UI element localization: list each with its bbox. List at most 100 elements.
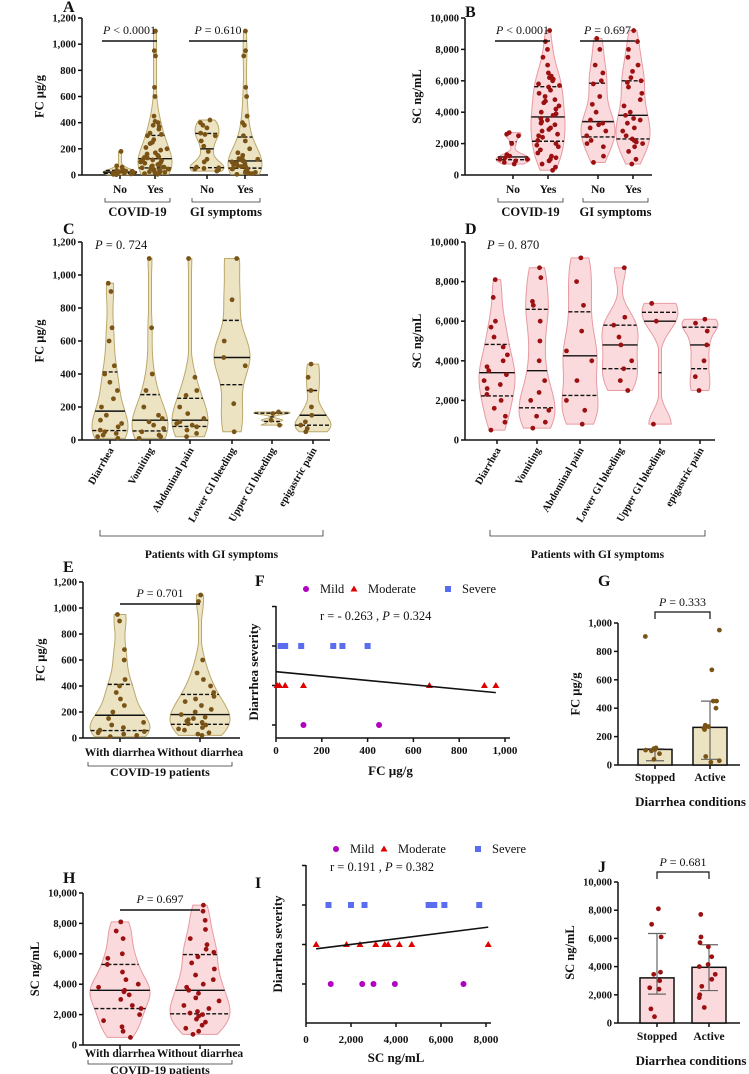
data-point: [631, 28, 637, 33]
data-point: [149, 371, 155, 377]
data-point: [596, 122, 602, 128]
data-point-severe: [325, 902, 332, 908]
data-point: [114, 163, 120, 169]
legend-label: Moderate: [368, 582, 416, 596]
data-point: [656, 906, 661, 912]
data-point: [212, 133, 218, 139]
violin-shape: [561, 257, 599, 425]
data-point: [164, 146, 170, 152]
data-point: [537, 318, 543, 324]
data-point: [134, 733, 140, 738]
data-point: [115, 612, 120, 617]
data-point: [165, 166, 171, 172]
data-point: [504, 352, 510, 358]
data-point: [128, 1035, 133, 1040]
data-point: [713, 705, 719, 711]
group-label: COVID-19: [501, 205, 559, 219]
group-label: COVID-19: [108, 205, 166, 219]
data-point: [103, 412, 109, 418]
data-point: [535, 138, 541, 143]
data-point: [118, 997, 124, 1002]
data-point: [696, 995, 702, 1001]
x-tick-label: Vomiting: [127, 445, 157, 487]
data-point: [622, 314, 628, 320]
x-tick-label: Abdominal pain: [151, 446, 197, 515]
data-point: [189, 960, 195, 966]
data-point: [492, 277, 498, 283]
data-point: [579, 421, 585, 427]
y-tick-label: 4,000: [435, 356, 459, 367]
y-tick-label: 6,000: [53, 949, 77, 960]
legend-marker: [445, 586, 451, 592]
data-point: [546, 70, 551, 76]
data-point: [537, 147, 543, 153]
data-point: [706, 724, 711, 730]
x-tick-label: With diarrhea: [85, 747, 156, 759]
data-point: [625, 388, 631, 393]
data-point: [139, 165, 145, 171]
p-rest: = 0. 724: [103, 238, 148, 252]
data-point: [590, 81, 596, 87]
data-point: [242, 138, 248, 144]
data-point-mild: [460, 981, 467, 987]
data-point: [118, 919, 124, 925]
data-point: [122, 987, 127, 993]
data-point-severe: [364, 643, 371, 649]
y-tick-label: 1,000: [52, 40, 76, 51]
y-tick-label: 4,000: [588, 962, 612, 973]
data-point: [141, 729, 147, 734]
data-point: [150, 139, 155, 145]
y-axis-label: FC µg/g: [32, 319, 46, 363]
data-point-moderate: [299, 682, 307, 688]
x-tick-label: With diarrhea: [85, 1048, 156, 1060]
data-point: [149, 163, 155, 169]
data-point: [117, 683, 122, 689]
data-point: [553, 111, 559, 117]
data-point: [184, 434, 190, 440]
data-point: [657, 978, 663, 984]
y-axis-label: SC ng/mL: [410, 69, 424, 124]
data-point: [184, 718, 190, 724]
data-point: [192, 709, 198, 715]
data-point: [231, 401, 237, 407]
data-point: [109, 325, 115, 331]
x-tick-label: 0: [273, 745, 279, 757]
data-point: [187, 1010, 193, 1016]
y-tick-label: 0: [71, 171, 76, 182]
violin-shape: [681, 318, 719, 391]
data-point: [149, 325, 155, 331]
data-point: [200, 1012, 205, 1017]
data-point-mild: [359, 981, 366, 987]
data-point: [597, 47, 603, 52]
data-point: [502, 419, 508, 425]
y-axis-label: SC ng/mL: [563, 925, 577, 980]
p-rest: = 0. 870: [495, 238, 540, 252]
x-axis-label: SC ng/mL: [368, 1050, 425, 1065]
y-tick-label: 10,000: [583, 878, 612, 889]
data-point: [481, 378, 487, 383]
data-point: [704, 342, 710, 348]
data-point: [204, 156, 210, 162]
x-tick-label: Diarrhea: [474, 445, 504, 487]
data-point-severe: [298, 643, 305, 649]
data-point: [208, 683, 213, 689]
data-point: [151, 422, 157, 428]
data-point: [210, 977, 216, 983]
y-tick-label: 8,000: [435, 45, 459, 56]
data-point: [601, 153, 606, 159]
legend-label: Mild: [350, 842, 375, 856]
panel-label: B: [465, 4, 476, 21]
y-tick-label: 1,200: [53, 578, 77, 589]
data-point: [221, 338, 227, 344]
data-point: [152, 118, 158, 124]
data-point: [110, 709, 116, 715]
data-point: [304, 426, 310, 431]
data-point: [626, 149, 632, 154]
group-label: GI symptoms: [580, 205, 652, 219]
panel-label: C: [63, 221, 75, 238]
x-tick-label: 400: [359, 745, 376, 757]
data-point: [151, 113, 157, 119]
data-point: [625, 54, 631, 60]
data-point: [270, 411, 276, 416]
panel-label: J: [598, 859, 606, 876]
